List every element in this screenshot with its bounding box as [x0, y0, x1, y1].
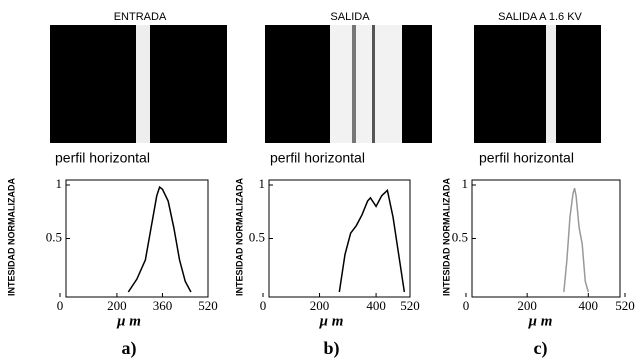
x-tick-label: 520 — [615, 298, 635, 313]
y-tick-label: 0.5 — [249, 229, 265, 244]
plot-frame — [472, 180, 620, 297]
x-tick-label: 0 — [260, 298, 267, 313]
x-tick-label: 520 — [400, 298, 420, 313]
caption: c) — [534, 338, 548, 359]
y-tick-label: 1 — [462, 176, 469, 191]
image — [474, 25, 601, 143]
panel-title: SALIDA A 1.6 KV — [498, 11, 582, 23]
subtitle: perfil horizontal — [270, 150, 365, 166]
image-stripe — [546, 25, 556, 143]
y-axis-label: INTESIDAD NORMALIZADA — [441, 178, 451, 296]
profile-line — [564, 188, 588, 292]
y-tick-label: 1 — [56, 176, 63, 191]
figure: ENTRADA perfil horizontal 0.5 1 0 200 360 520 IN… — [0, 0, 637, 364]
profile-line — [128, 187, 191, 292]
panel-title: ENTRADA — [114, 11, 167, 23]
x-tick-label: 200 — [107, 298, 127, 313]
profile-line — [339, 190, 404, 292]
x-tick-label: 360 — [153, 298, 173, 313]
subtitle: perfil horizontal — [55, 150, 150, 166]
x-tick-label: 400 — [366, 298, 386, 313]
page: ENTRADA perfil horizontal 0.5 1 0 200 360 520 IN… — [0, 0, 637, 364]
caption: a) — [122, 338, 137, 359]
x-axis-label: μ m — [528, 313, 553, 329]
x-tick-label: 520 — [198, 298, 218, 313]
image-stripe — [330, 25, 402, 143]
x-axis-label: μ m — [319, 313, 344, 329]
y-tick-label: 0.5 — [452, 229, 468, 244]
image-stripe — [372, 25, 375, 143]
y-axis-label: INTESIDAD NORMALIZADA — [234, 178, 244, 296]
y-tick-label: 0.5 — [46, 229, 62, 244]
caption: b) — [323, 338, 339, 359]
image-stripe — [352, 25, 356, 143]
x-tick-label: 400 — [579, 298, 599, 313]
x-axis-label: μ m — [116, 313, 141, 329]
x-tick-label: 0 — [57, 298, 64, 313]
panel-title: SALIDA — [330, 11, 370, 23]
image-stripe — [136, 25, 150, 143]
y-axis-label: INTESIDAD NORMALIZADA — [6, 178, 16, 296]
y-tick-label: 1 — [259, 176, 266, 191]
x-tick-label: 200 — [310, 298, 330, 313]
x-tick-label: 200 — [517, 298, 537, 313]
subtitle: perfil horizontal — [479, 150, 574, 166]
x-tick-label: 0 — [463, 298, 470, 313]
